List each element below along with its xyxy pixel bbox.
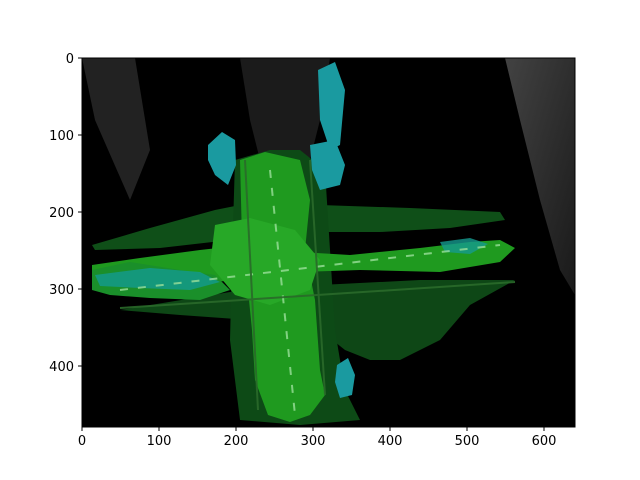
x-axis: 0 100 200 300 400 500 600 <box>78 427 557 449</box>
road-markings <box>119 169 501 416</box>
teal-patch-4 <box>335 358 355 398</box>
x-tick-label: 500 <box>455 434 480 449</box>
y-tick-label: 100 <box>49 129 74 144</box>
x-tick-label: 300 <box>301 434 326 449</box>
y-axis: 0 100 200 300 400 <box>49 52 82 375</box>
bright-green-center <box>210 218 320 305</box>
gray-streak-left <box>82 58 150 200</box>
x-tick-label: 400 <box>378 434 403 449</box>
teal-patch-3 <box>310 140 345 190</box>
teal-patch-6 <box>440 238 488 254</box>
y-tick-label: 0 <box>66 52 74 67</box>
x-tick-label: 0 <box>78 434 86 449</box>
y-tick-label: 200 <box>49 206 74 221</box>
teal-patch-2 <box>318 62 345 150</box>
plot-area <box>82 58 575 427</box>
road-edges <box>119 159 516 411</box>
y-tick-label: 300 <box>49 283 74 298</box>
axes-frame <box>81 57 576 428</box>
teal-patch-1 <box>208 132 236 185</box>
gray-streak-right <box>505 58 575 295</box>
y-tick-label: 400 <box>49 360 74 375</box>
teal-patch-5 <box>95 268 220 290</box>
x-tick-label: 600 <box>532 434 557 449</box>
x-tick-label: 100 <box>147 434 172 449</box>
x-tick-label: 200 <box>224 434 249 449</box>
